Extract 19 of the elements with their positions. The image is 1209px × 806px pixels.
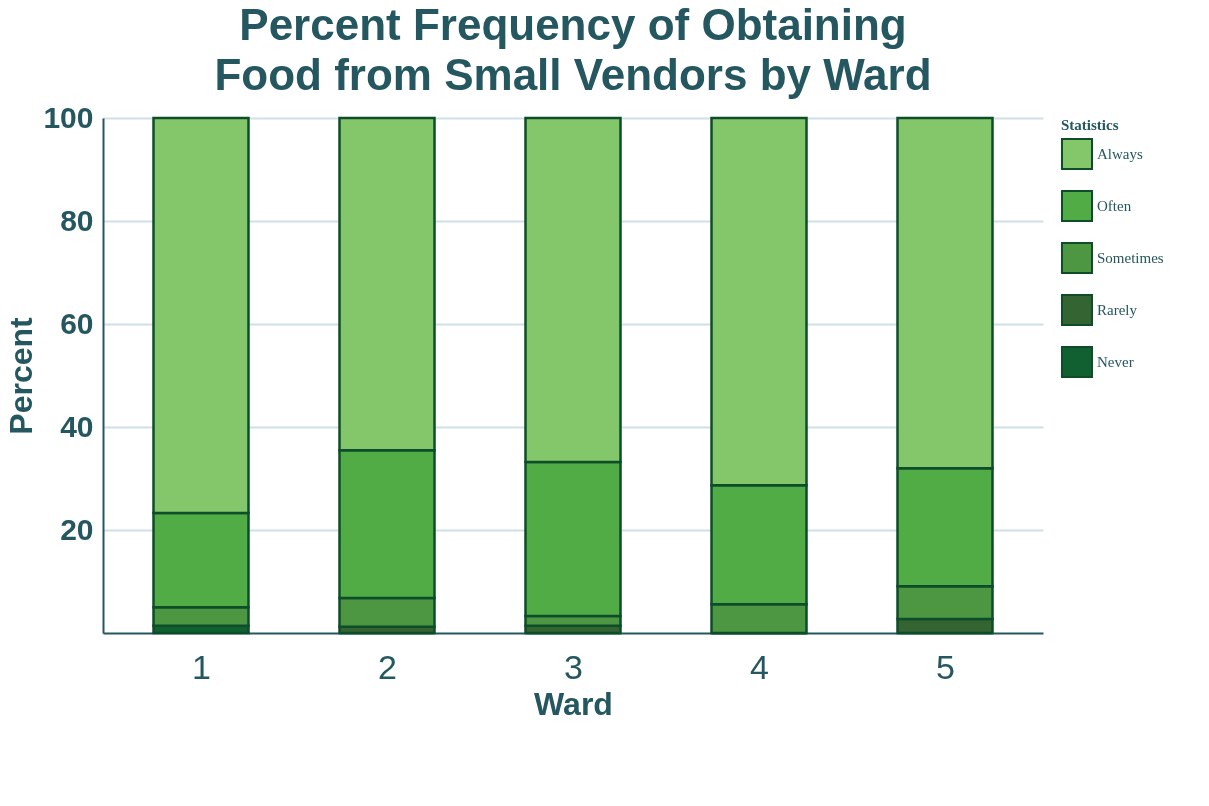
x-tick-label: 5 — [936, 647, 955, 686]
y-tick-label: 100 — [43, 100, 94, 134]
legend-label: Often — [1097, 198, 1132, 214]
x-tick-label: 2 — [378, 647, 397, 686]
y-tick-label: 40 — [60, 409, 94, 443]
chart-title: Percent Frequency of Obtaining Food from Small Vendors by Ward — [214, 0, 932, 99]
legend-title: Statistics — [1061, 117, 1119, 133]
x-tick-label: 4 — [750, 647, 769, 686]
legend-label: Sometimes — [1097, 250, 1164, 266]
y-axis-title: Percent — [3, 316, 40, 435]
x-tick-label: 3 — [564, 647, 583, 686]
y-tick-label: 20 — [60, 512, 94, 546]
legend-label: Rarely — [1097, 302, 1138, 318]
x-axis-title: Ward — [534, 685, 613, 722]
x-tick-label: 1 — [192, 647, 211, 686]
y-tick-label: 80 — [60, 203, 94, 237]
y-tick-label: 60 — [60, 306, 94, 340]
legend-label: Always — [1097, 146, 1143, 162]
legend-label: Never — [1097, 354, 1134, 370]
